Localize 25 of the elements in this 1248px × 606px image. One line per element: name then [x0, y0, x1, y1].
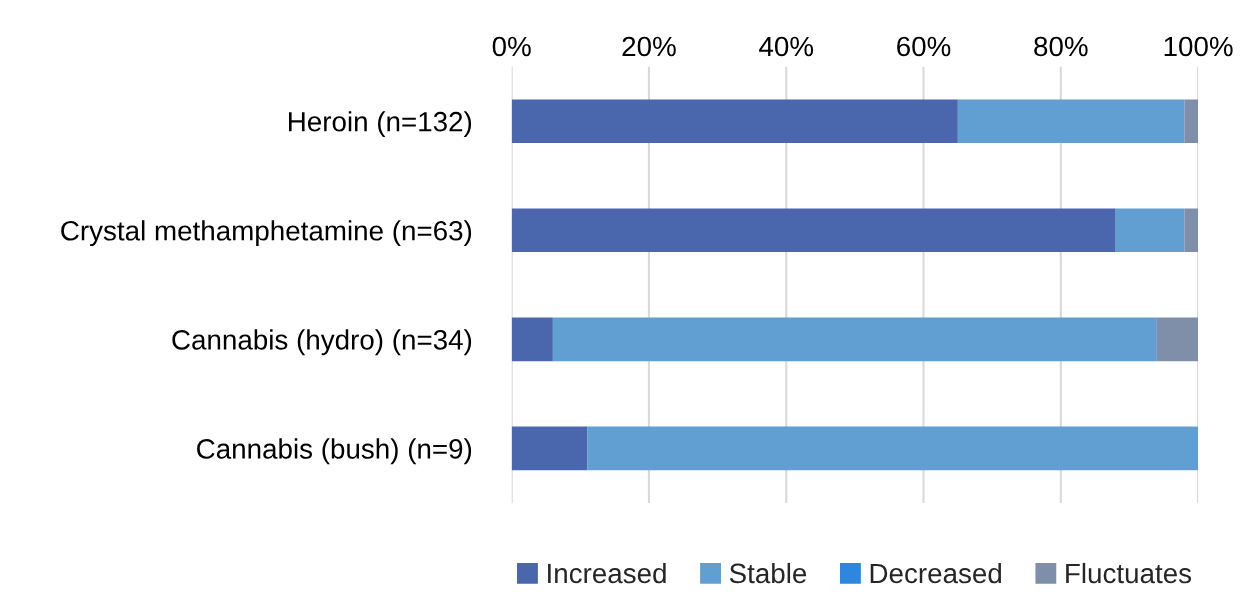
y-tick-label: Cannabis (bush) (n=9)	[197, 438, 472, 465]
bar	[1156, 317, 1199, 362]
bar	[1184, 99, 1199, 144]
x-tick-label: 80%	[1034, 36, 1088, 57]
bar	[1184, 208, 1199, 253]
x-tick-label: 0%	[492, 36, 531, 57]
y-tick-label: Heroin (n=132)	[289, 111, 472, 138]
x-tick-label: 60%	[897, 36, 951, 57]
x-tick-label: 100%	[1164, 36, 1233, 57]
x-tick-label: 40%	[759, 36, 814, 57]
bar	[957, 99, 1185, 144]
legend-label: Increased	[548, 562, 666, 584]
legend-label: Stable	[729, 562, 807, 584]
bar	[587, 426, 1199, 471]
bar	[511, 99, 958, 144]
bar	[511, 426, 588, 471]
bar	[511, 208, 1116, 253]
bar	[1115, 208, 1185, 253]
legend-label: Fluctuates	[1066, 562, 1192, 584]
y-tick-label: Crystal methamphetamine (n=63)	[61, 220, 472, 247]
y-tick-label: Cannabis (hydro) (n=34)	[172, 329, 472, 356]
bar	[511, 317, 553, 362]
bar	[552, 317, 1157, 362]
legend-label: Decreased	[870, 562, 1001, 584]
x-tick-label: 20%	[622, 36, 676, 57]
